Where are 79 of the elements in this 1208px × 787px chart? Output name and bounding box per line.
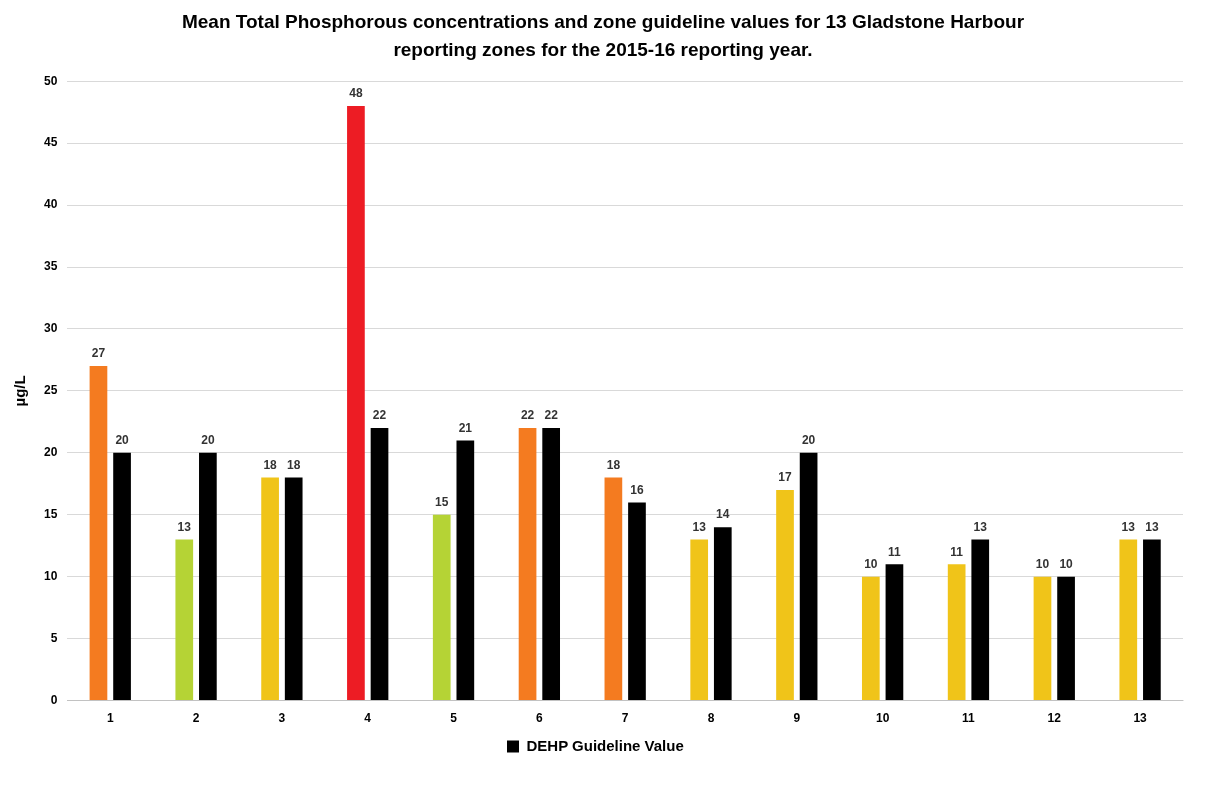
bar <box>947 564 966 701</box>
bar <box>713 527 732 701</box>
y-tick-label: 50 <box>43 73 58 88</box>
y-tick-label: 15 <box>43 507 58 522</box>
bar <box>1057 576 1075 701</box>
x-tick-label: 8 <box>707 711 715 726</box>
data-label: 22 <box>372 408 387 423</box>
bar <box>1119 539 1138 701</box>
data-label: 13 <box>177 519 192 534</box>
y-tick-label: 25 <box>43 383 58 398</box>
y-tick-label: 45 <box>43 135 58 150</box>
y-axis-title: µg/L <box>11 375 29 407</box>
y-tick-label: 40 <box>43 197 58 212</box>
bar <box>690 539 709 701</box>
x-tick-label: 1 <box>106 711 114 726</box>
x-tick-label: 11 <box>962 711 976 726</box>
bar <box>885 564 904 701</box>
bar <box>113 452 131 701</box>
data-label: 15 <box>435 495 449 510</box>
data-label: 18 <box>287 457 301 472</box>
data-label: 11 <box>888 544 902 559</box>
bar <box>370 428 389 701</box>
bar <box>284 477 303 701</box>
data-label: 14 <box>716 507 730 522</box>
data-label: 48 <box>349 86 363 101</box>
x-tick-label: 3 <box>278 711 286 726</box>
x-tick-label: 9 <box>793 711 801 726</box>
data-label: 13 <box>1145 519 1159 534</box>
y-tick-label: 30 <box>43 321 58 336</box>
data-label: 27 <box>91 346 106 361</box>
bar <box>861 576 880 701</box>
bar <box>456 440 475 701</box>
data-label: 18 <box>263 457 278 472</box>
bar <box>175 539 194 701</box>
data-label: 13 <box>973 519 988 534</box>
x-tick-label: 4 <box>364 711 372 726</box>
data-label: 10 <box>864 557 878 572</box>
x-tick-label: 13 <box>1133 711 1148 726</box>
y-tick-label: 5 <box>50 630 58 645</box>
data-label: 22 <box>544 408 559 423</box>
data-label: 13 <box>1121 519 1136 534</box>
data-label: 10 <box>1035 557 1050 572</box>
bar <box>542 428 561 701</box>
x-tick-label: 5 <box>450 711 458 726</box>
data-label: 20 <box>115 433 130 448</box>
x-tick-label: 2 <box>192 711 200 726</box>
bar <box>518 428 537 701</box>
data-label: 16 <box>630 482 644 497</box>
y-tick-label: 20 <box>43 445 58 460</box>
bar <box>261 477 279 701</box>
bar <box>1033 576 1052 701</box>
data-label: 20 <box>801 433 816 448</box>
bar <box>628 502 646 701</box>
data-label: 10 <box>1059 557 1074 572</box>
y-tick-label: 0 <box>50 692 58 707</box>
data-label: 20 <box>201 433 215 448</box>
bar <box>432 514 451 701</box>
data-label: 11 <box>950 544 964 559</box>
bar <box>971 539 990 701</box>
bar <box>89 366 108 701</box>
legend-label: DEHP Guideline Value <box>526 736 684 754</box>
data-label: 13 <box>692 519 707 534</box>
x-tick-label: 7 <box>621 711 629 726</box>
data-label: 18 <box>606 457 621 472</box>
bar <box>199 452 217 701</box>
x-tick-label: 12 <box>1047 711 1062 726</box>
data-label: 17 <box>778 470 793 485</box>
x-tick-label: 10 <box>875 711 890 726</box>
data-label: 22 <box>520 408 535 423</box>
chart-title: Mean Total Phosphorous concentrations and zone guideline values for 13 Gladstone Harbour reporting zones for the 2015-16 reporting year. <box>180 10 1026 62</box>
bar <box>347 105 365 701</box>
bar <box>799 452 818 701</box>
bar <box>1143 539 1161 701</box>
data-label: 21 <box>458 420 473 435</box>
y-tick-label: 35 <box>43 259 58 274</box>
bar <box>776 490 794 701</box>
y-tick-label: 10 <box>43 569 58 584</box>
x-tick-label: 6 <box>536 711 544 726</box>
bar <box>604 477 623 701</box>
